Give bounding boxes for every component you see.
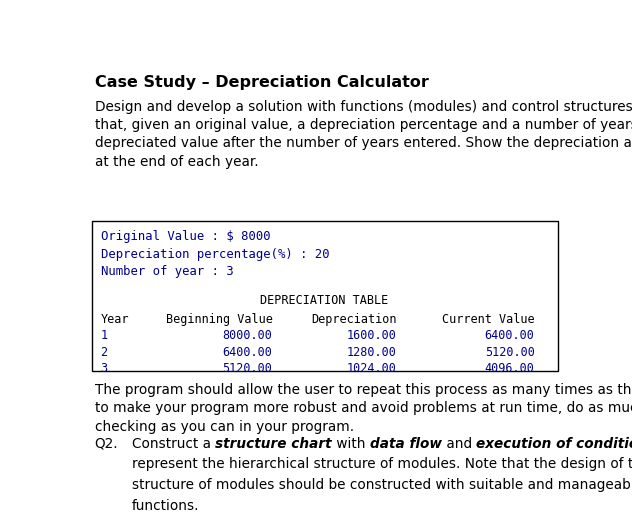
Text: execution of conditional and loops: execution of conditional and loops [477,437,632,451]
Text: represent the hierarchical structure of modules. Note that the design of the hie: represent the hierarchical structure of … [132,457,632,471]
Text: 5120.00: 5120.00 [222,362,272,375]
Text: 2: 2 [100,346,107,359]
Text: Construct a: Construct a [132,437,216,451]
Text: 1280.00: 1280.00 [346,346,396,359]
Text: Number of year : 3: Number of year : 3 [100,265,233,278]
Text: with: with [332,437,370,451]
Text: Case Study – Depreciation Calculator: Case Study – Depreciation Calculator [95,75,428,90]
Text: 8000.00: 8000.00 [222,329,272,342]
Text: 6400.00: 6400.00 [485,329,535,342]
Text: 6400.00: 6400.00 [222,346,272,359]
Text: Beginning Value: Beginning Value [166,313,272,325]
Text: 1600.00: 1600.00 [346,329,396,342]
Text: 5120.00: 5120.00 [485,346,535,359]
Text: 1024.00: 1024.00 [346,362,396,375]
Text: 3: 3 [100,362,107,375]
Text: and: and [442,437,477,451]
Text: Depreciation percentage(%) : 20: Depreciation percentage(%) : 20 [100,248,329,261]
Text: 4096.00: 4096.00 [485,362,535,375]
Text: data flow: data flow [370,437,442,451]
Text: structure of modules should be constructed with suitable and manageable sized: structure of modules should be construct… [132,478,632,492]
Text: 1: 1 [100,329,107,342]
Text: Original Value : $ 8000: Original Value : $ 8000 [100,230,270,243]
Text: Depreciation: Depreciation [311,313,396,325]
Text: Design and develop a solution with functions (modules) and control structures fo: Design and develop a solution with funct… [95,100,632,169]
Text: Current Value: Current Value [442,313,535,325]
Text: DEPRECIATION TABLE: DEPRECIATION TABLE [260,293,388,307]
Text: structure chart: structure chart [216,437,332,451]
Text: The program should allow the user to repeat this process as many times as the us: The program should allow the user to rep… [95,383,632,434]
FancyBboxPatch shape [92,221,557,371]
Text: Year: Year [100,313,129,325]
Text: Q2.: Q2. [95,437,118,451]
Text: functions.: functions. [132,499,200,512]
